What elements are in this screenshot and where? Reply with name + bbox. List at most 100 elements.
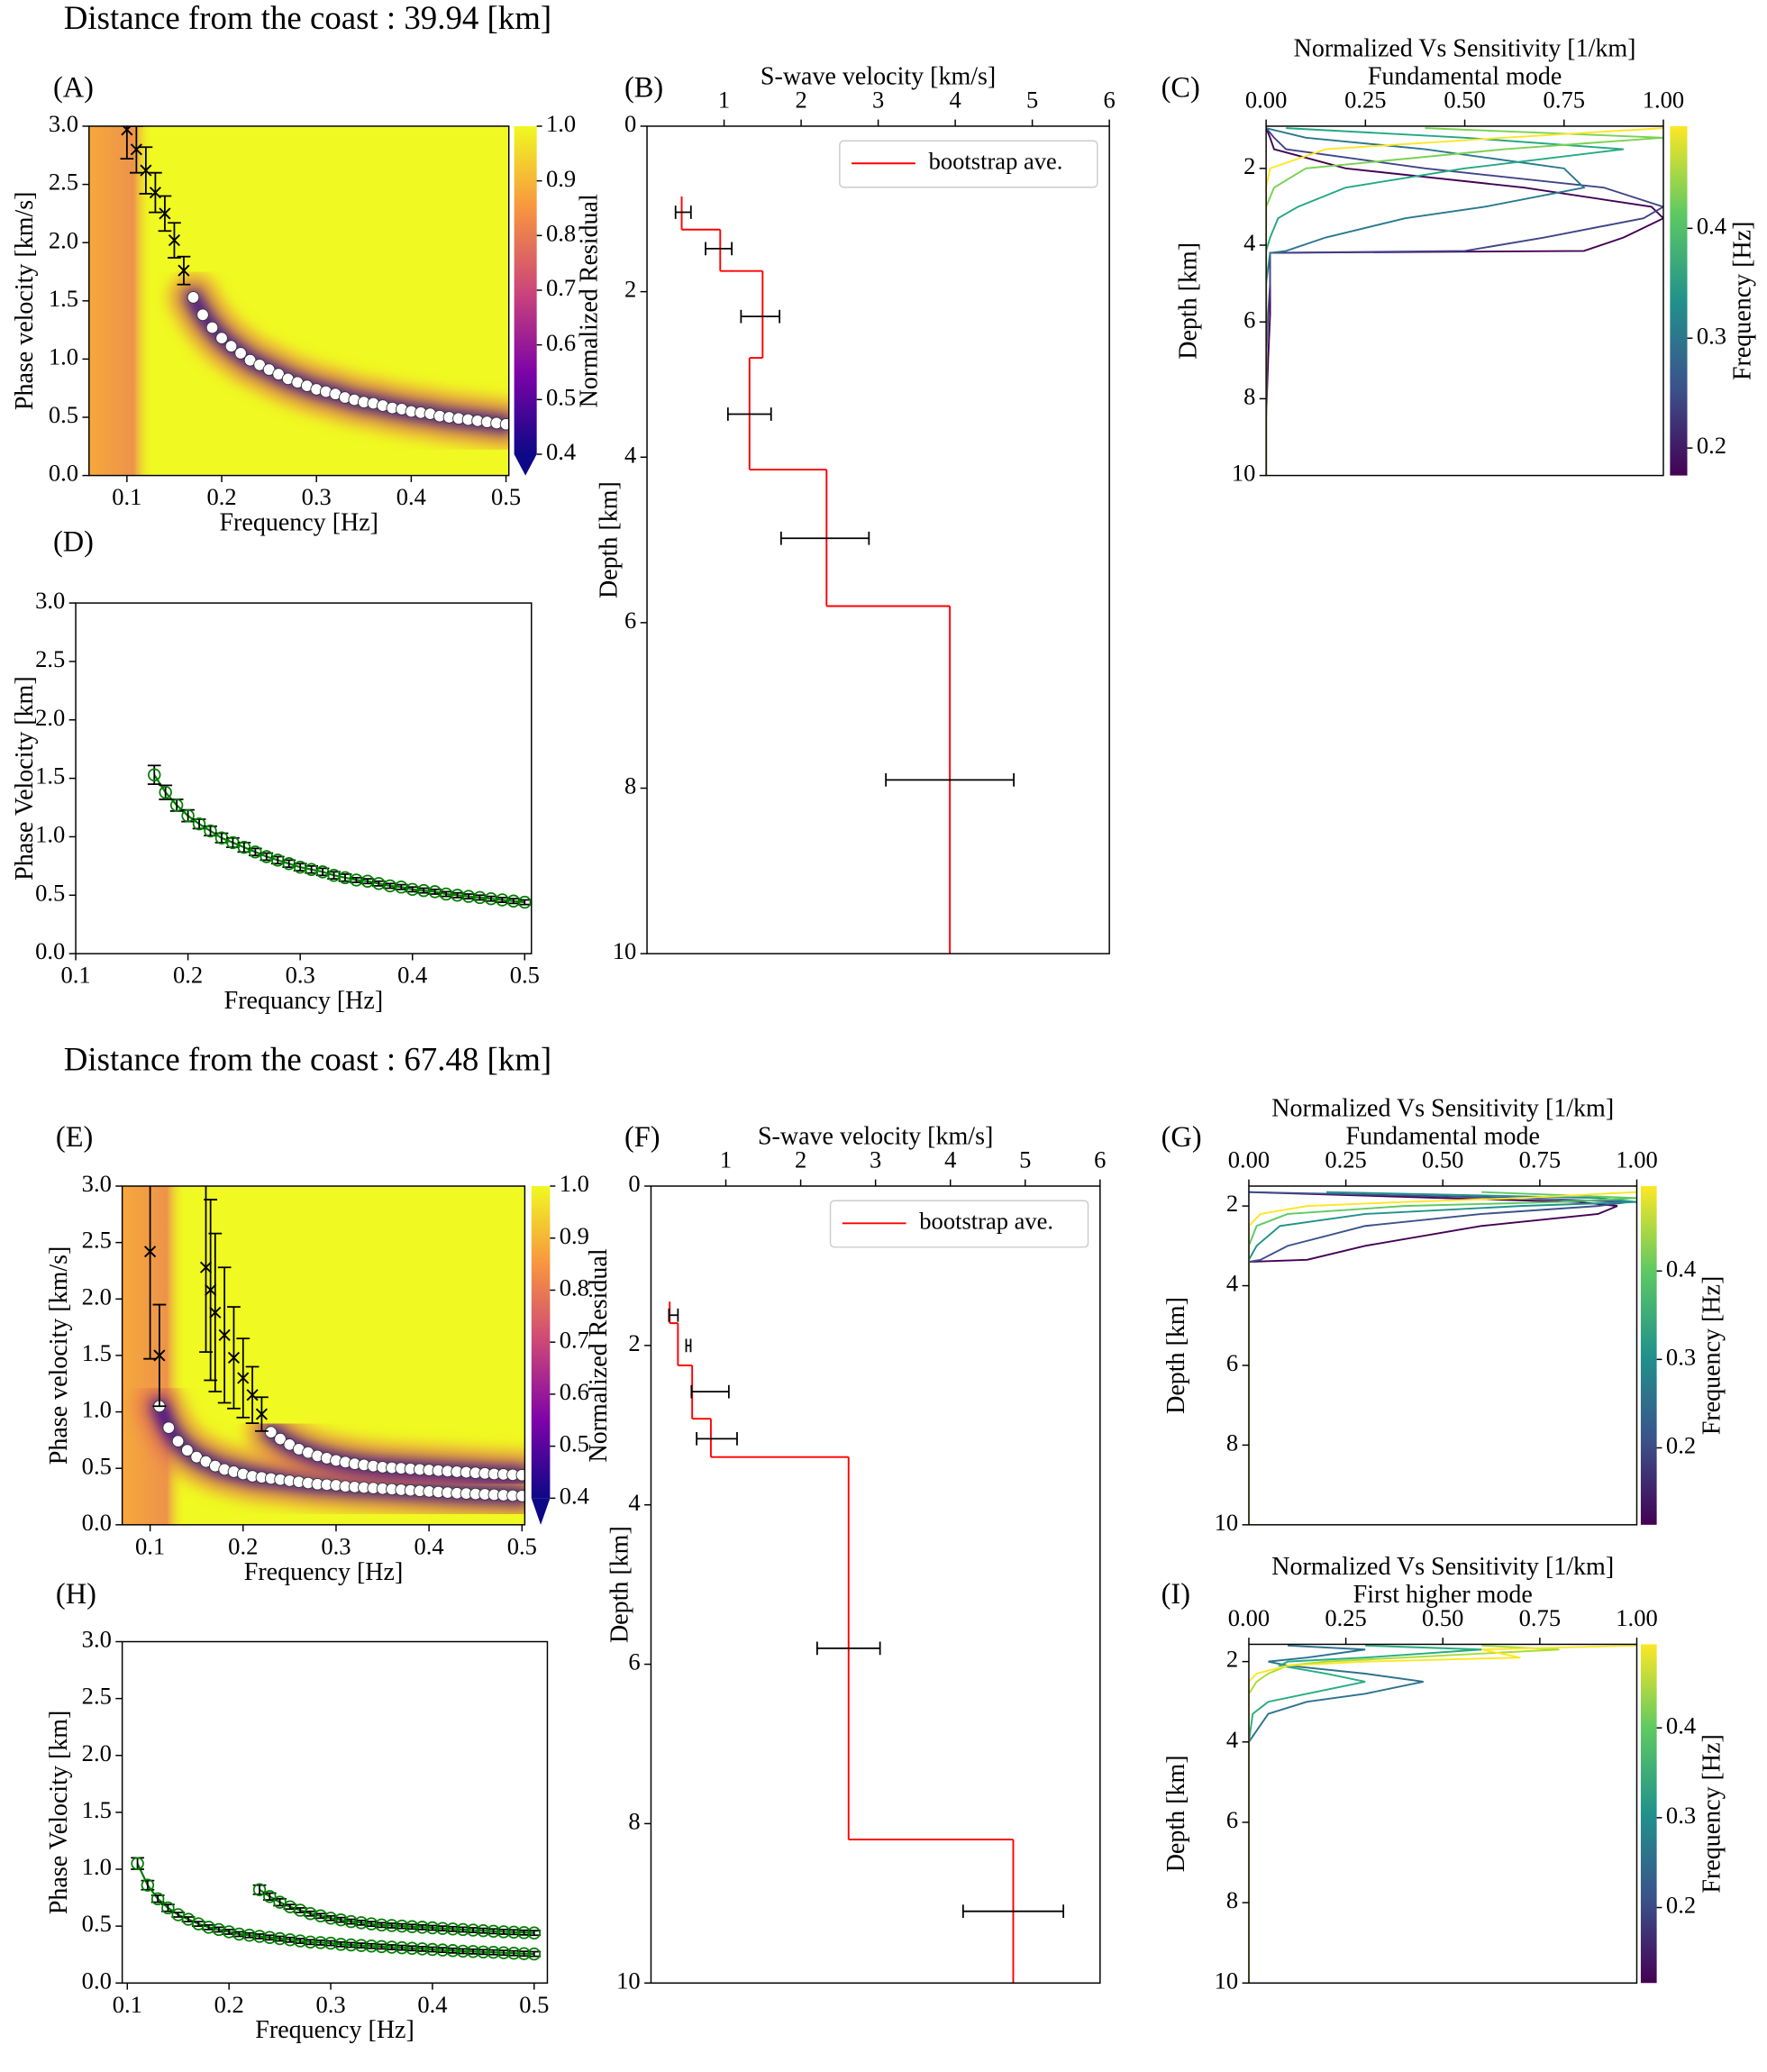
- y-axis-label: Phase Velocity [km]: [11, 676, 39, 881]
- point: [487, 1945, 500, 1959]
- panel: 1 2 3 4 5 6 0 2 4 6 8 10 S-wave velocity [km/s] Depth…: [606, 1121, 1106, 1994]
- colorbar-tick-label: 0.3: [1666, 1802, 1696, 1829]
- plot-background: [1248, 1644, 1637, 1984]
- colorbar-tick-label: 0.5: [560, 1430, 589, 1457]
- point: [249, 845, 262, 859]
- chart-title: Normalized Vs Sensitivity [1/km]: [1271, 1094, 1614, 1122]
- x-axis-label: Frequency [Hz]: [255, 2016, 414, 2044]
- x-axis-label: Frequency [Hz]: [219, 509, 378, 537]
- x-tick-label: 0.75: [1519, 1604, 1561, 1631]
- y-tick-label: 1.0: [82, 1853, 112, 1880]
- cross-marker: [205, 1283, 217, 1296]
- y-tick-label: 3.0: [82, 1170, 112, 1197]
- panel: 1 2 3 4 5 6 0 2 4 6 8 10 S-wave velocity [km/s] Depth…: [596, 62, 1116, 964]
- panel: 0.1 0.2 0.3 0.4 0.5 0.0 0.5 1.0 1.5 2.0 2.5 3.0 Freq…: [11, 526, 540, 1015]
- point: [466, 1945, 480, 1958]
- point: [252, 1883, 267, 1896]
- section-heading: Distance from the coast : 39.94 [km]: [64, 0, 551, 36]
- colorbar-tick-label: 0.2: [1697, 432, 1726, 459]
- point: [192, 817, 206, 831]
- point: [159, 785, 172, 799]
- y-axis-label: Depth [km]: [1162, 1755, 1190, 1872]
- colorbar-tick-label: 0.2: [1666, 1432, 1696, 1459]
- point: [405, 1920, 419, 1933]
- point: [314, 1936, 327, 1949]
- y-tick-label: 0.0: [49, 460, 78, 487]
- x-axis-label: Frequancy [Hz]: [224, 987, 384, 1015]
- panel-label: (A): [53, 72, 94, 105]
- point: [496, 1925, 511, 1939]
- cross-marker: [209, 1306, 222, 1319]
- x-tick-label: 5: [1019, 1146, 1031, 1173]
- colorbar-tick-label: 1.0: [546, 110, 576, 137]
- x-tick-label: 0.5: [519, 1991, 549, 2018]
- x-axis-label: S-wave velocity [km/s]: [761, 62, 996, 90]
- x-tick-label: 6: [1094, 1146, 1106, 1173]
- x-tick-label: 0.4: [396, 483, 426, 510]
- point: [162, 1421, 176, 1434]
- panel-label: (E): [56, 1121, 93, 1154]
- y-tick-label: 1.0: [82, 1396, 112, 1423]
- colorbar-tick-label: 0.2: [1666, 1892, 1696, 1919]
- point: [435, 1943, 450, 1957]
- y-axis-label: Depth [km]: [1175, 242, 1203, 360]
- x-tick-label: 0.00: [1228, 1604, 1270, 1631]
- x-tick-label: 0.5: [491, 483, 521, 510]
- colorbar-tick-label: 0.4: [1666, 1711, 1696, 1739]
- point: [517, 1947, 531, 1960]
- colorbar-extend: [514, 454, 537, 476]
- x-axis-label: Frequency [Hz]: [244, 1558, 404, 1586]
- y-tick-label: 0.5: [82, 1452, 112, 1479]
- plot-background: [647, 126, 1110, 954]
- cross-marker: [227, 1351, 241, 1365]
- y-tick-label: 3.0: [35, 587, 65, 614]
- point: [385, 1919, 398, 1932]
- panel-label: (F): [624, 1121, 660, 1154]
- point: [204, 824, 217, 838]
- colorbar: [1640, 1186, 1657, 1525]
- point: [466, 1923, 480, 1937]
- y-tick-label: 10: [1215, 1967, 1239, 1994]
- cross-marker: [218, 1328, 231, 1341]
- y-tick-label: 0.0: [82, 1509, 112, 1536]
- chart-subtitle: Fundamental mode: [1346, 1122, 1540, 1150]
- point: [237, 840, 251, 854]
- point: [141, 1878, 155, 1892]
- x-tick-label: 0.3: [315, 1991, 345, 2018]
- point: [181, 1444, 194, 1456]
- point: [274, 1432, 287, 1446]
- y-tick-label: 0.5: [82, 1910, 112, 1937]
- point: [334, 1938, 348, 1951]
- point: [150, 1892, 165, 1906]
- sensitivity-curve: [1266, 127, 1625, 476]
- y-tick-label: 0.0: [82, 1967, 112, 1994]
- x-tick-label: 0.25: [1325, 1604, 1366, 1631]
- y-tick-label: 8: [628, 1808, 640, 1835]
- point: [435, 1921, 450, 1935]
- colorbar-tick-label: 0.4: [560, 1482, 589, 1509]
- x-axis-label: S-wave velocity [km/s]: [758, 1122, 993, 1150]
- x-tick-label: 2: [795, 1146, 806, 1173]
- y-tick-label: 6: [1226, 1806, 1238, 1833]
- panel: 0.1 0.2 0.3 0.4 0.5 0.0 0.5 1.0 1.5 2.0 2.5 3.0 Freq…: [45, 1578, 549, 2044]
- cross-marker: [144, 1246, 157, 1258]
- y-tick-label: 6: [1243, 306, 1255, 333]
- legend-label: bootstrap ave.: [919, 1207, 1053, 1234]
- colorbar-tick-label: 0.8: [560, 1274, 589, 1301]
- chart-subtitle: Fundamental mode: [1368, 62, 1562, 90]
- panel: 0.00 0.25 0.50 0.75 1.00 2 4 6 8 10 Depth [km] Norm…: [1161, 1094, 1726, 1535]
- point: [169, 799, 184, 812]
- y-tick-label: 6: [628, 1648, 640, 1675]
- plot-area: [131, 1857, 542, 1961]
- x-tick-label: 0.25: [1325, 1146, 1366, 1173]
- x-tick-label: 0.2: [206, 483, 236, 510]
- cross-marker: [237, 1372, 250, 1384]
- panel-label: (H): [56, 1578, 96, 1611]
- sensitivity-curve: [1248, 1191, 1637, 1525]
- colorbar-extend: [531, 1498, 551, 1525]
- point: [518, 895, 532, 909]
- point: [375, 1940, 388, 1954]
- panel: 0.00 0.25 0.50 0.75 1.00 2 4 6 8 10 Depth [km] Norm…: [1161, 1553, 1726, 1994]
- x-tick-label: 0.2: [173, 962, 203, 989]
